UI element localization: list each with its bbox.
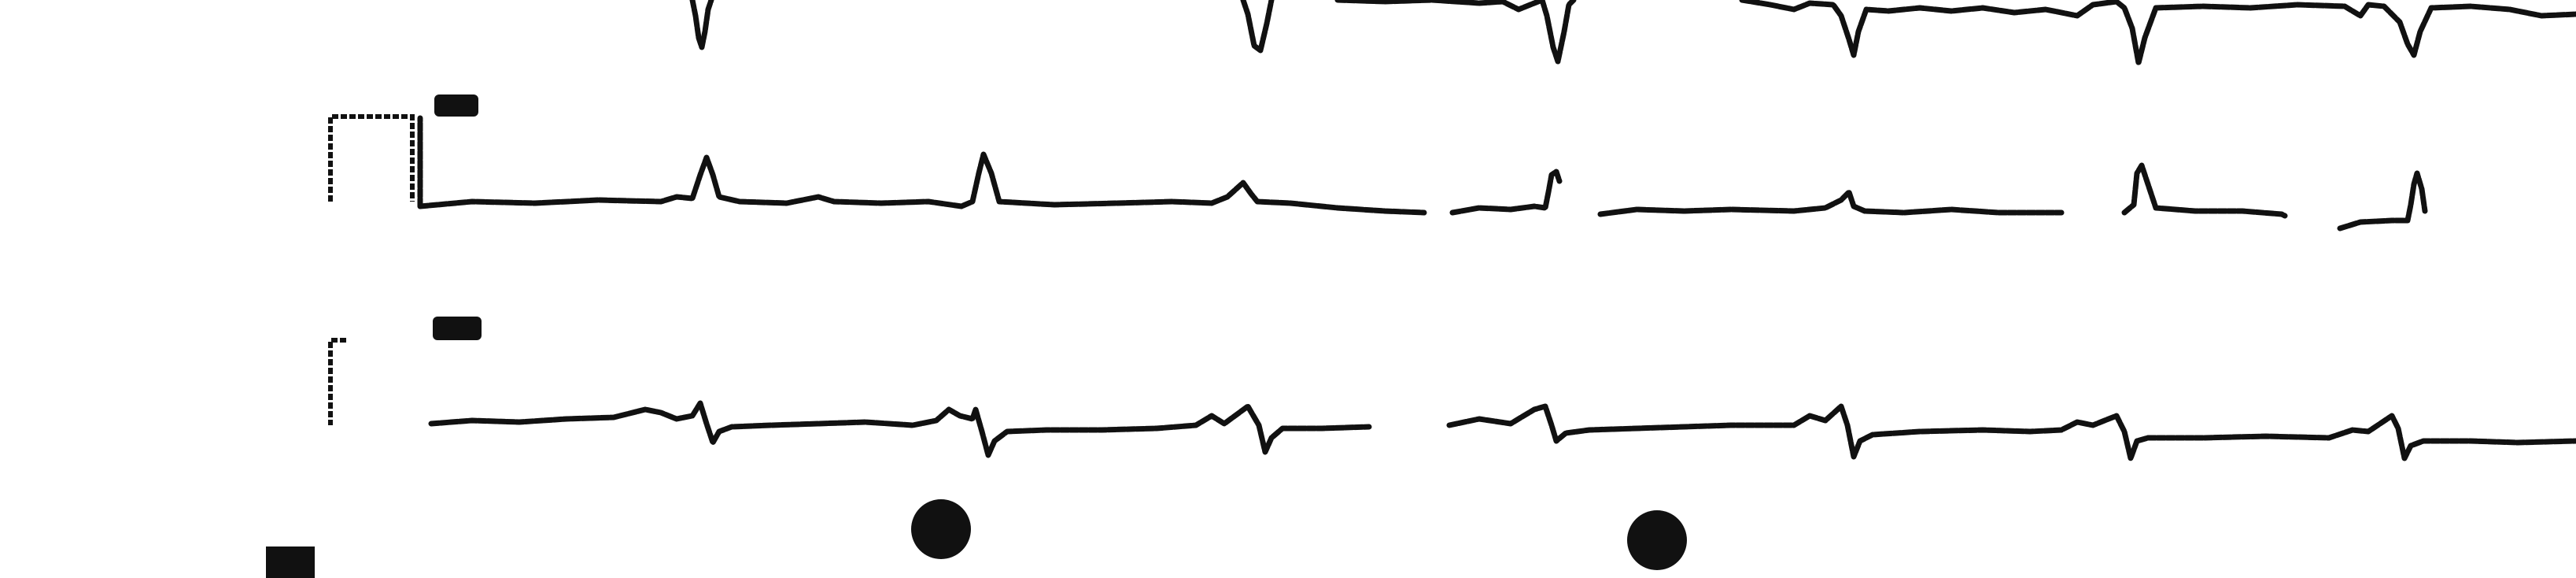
lead-trace-top-seg2 [1240, 0, 1275, 54]
lead-label-mark-avf [433, 317, 482, 340]
markers [266, 499, 1687, 578]
lead-row-avl [328, 94, 2428, 232]
lead-row-avf [328, 317, 2576, 461]
lead-row-top [689, 0, 2576, 66]
lead-trace-top-seg3 [1334, 0, 1577, 65]
lead-trace-top-seg1 [689, 0, 714, 50]
lead-label-mark-avl [434, 94, 478, 117]
punch-hole-1 [911, 499, 971, 559]
calibration-pulse-avf [328, 338, 346, 425]
lead-trace-top-seg4 [1739, 0, 2576, 66]
punch-hole-2 [1627, 510, 1687, 570]
lead-trace-avf-seg1 [428, 400, 1372, 458]
lead-trace-avl-seg2 [1449, 169, 1563, 216]
lead-trace-avl-seg4 [2121, 162, 2288, 219]
lead-trace-avl-seg5 [2337, 170, 2428, 232]
lead-trace-avl-seg1 [417, 115, 1427, 216]
corner-mark [266, 547, 315, 578]
lead-trace-avf-seg2 [1446, 403, 2576, 461]
lead-trace-avl-seg3 [1597, 189, 2065, 217]
calibration-pulse-avl [328, 114, 415, 202]
